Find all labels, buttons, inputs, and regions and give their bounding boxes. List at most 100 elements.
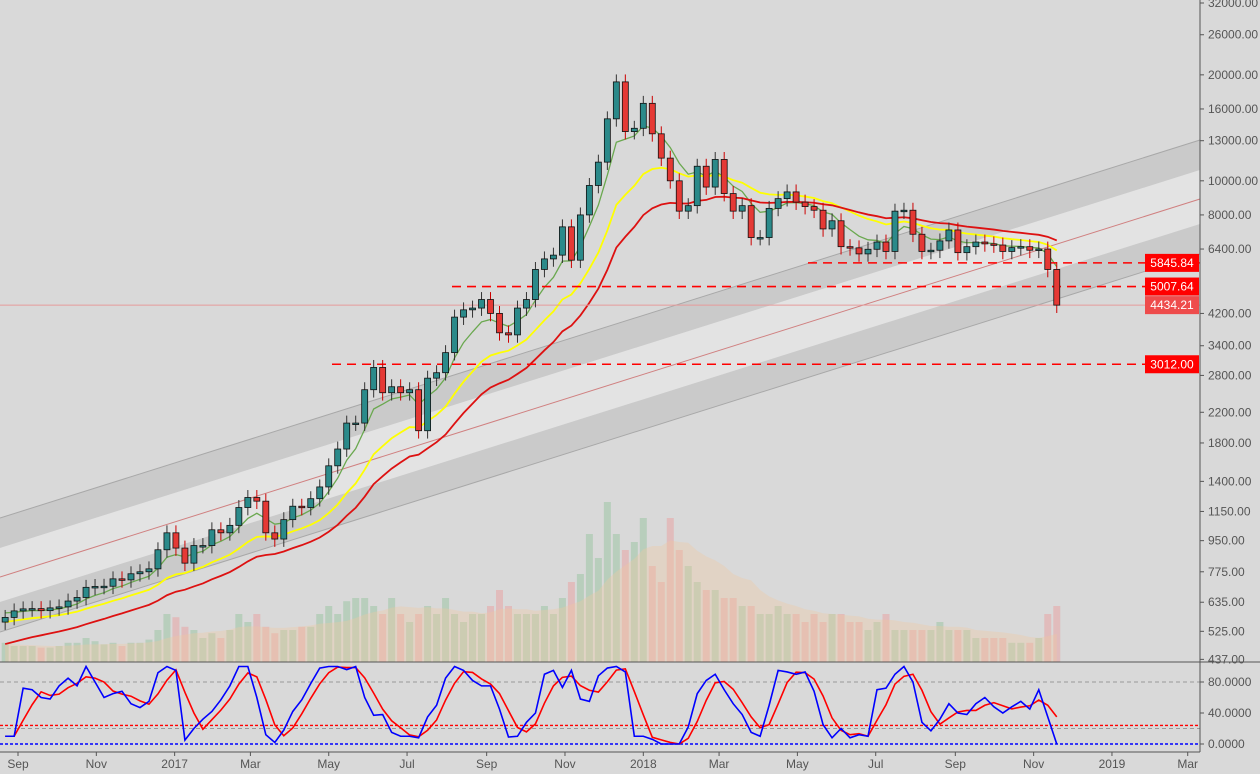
candle — [181, 547, 189, 564]
candle — [307, 498, 315, 508]
candle — [550, 254, 557, 260]
volume-bar — [82, 638, 90, 662]
price-tick-label: 20000.00 — [1208, 68, 1258, 82]
volume-bar — [307, 626, 315, 662]
candle — [621, 81, 629, 132]
volume-bar — [801, 622, 809, 662]
volume-bar — [738, 606, 746, 662]
candle — [541, 258, 548, 270]
candle — [406, 389, 414, 394]
volume-bar — [963, 630, 971, 662]
volume-bar — [540, 606, 548, 662]
candle — [747, 205, 755, 238]
candle — [289, 505, 297, 521]
stoch-k-line — [5, 664, 1058, 745]
candle — [963, 246, 971, 254]
candle — [1017, 246, 1025, 249]
candle — [199, 545, 207, 548]
candle — [999, 244, 1007, 252]
volume-bar — [496, 590, 503, 662]
volume-bar — [819, 622, 827, 662]
osc-tick-label: 40.0000 — [1208, 706, 1252, 720]
candle — [37, 608, 45, 612]
volume-bar — [891, 630, 899, 662]
candle — [918, 233, 926, 252]
candle — [298, 505, 306, 509]
volume-bar — [837, 614, 845, 662]
time-axis[interactable]: Sep Nov 2017 Mar May Jul Sep Nov 2018 Mar May Jul Se… — [0, 751, 1200, 771]
volume-bar — [469, 614, 477, 662]
price-tag — [1145, 296, 1199, 315]
candle — [603, 118, 611, 163]
price-tick-label: 13000.00 — [1208, 134, 1258, 148]
price-tick-label: 16000.00 — [1208, 102, 1258, 116]
candle — [792, 191, 800, 203]
candle — [478, 299, 485, 309]
volume-bar — [792, 614, 800, 662]
price-tick-label: 2200.00 — [1208, 405, 1252, 419]
candle — [693, 165, 701, 207]
volume-bar — [873, 622, 881, 662]
price-tag — [1145, 277, 1199, 296]
volume-bar — [10, 646, 18, 662]
volume-bar — [181, 626, 189, 662]
candle — [532, 269, 539, 300]
candle — [1, 617, 9, 623]
time-tick-label: Nov — [1023, 757, 1044, 771]
volume-bar — [657, 582, 665, 662]
candle — [217, 529, 225, 534]
price-tag-label: 5845.84 — [1150, 256, 1194, 270]
candle — [370, 367, 378, 391]
candle — [594, 161, 602, 186]
volume-bar — [460, 622, 468, 662]
volume-bar — [442, 598, 450, 662]
volume-bar — [478, 614, 486, 662]
candle — [945, 229, 953, 242]
volume-bar — [487, 606, 495, 662]
candle — [559, 226, 566, 256]
volume-bar — [810, 614, 818, 662]
price-tag — [1145, 355, 1199, 374]
volume-bar — [1, 642, 9, 662]
candle — [28, 608, 36, 611]
candle — [612, 81, 620, 120]
volume-bar — [846, 622, 854, 662]
candle — [397, 386, 405, 394]
volume-bar — [621, 550, 629, 662]
volume-bar — [945, 630, 953, 662]
price-tick-label: 3400.00 — [1208, 339, 1252, 353]
candle — [639, 102, 647, 129]
volume-bar — [226, 630, 234, 662]
candle — [280, 519, 288, 540]
candle — [10, 610, 18, 618]
candle — [1053, 269, 1061, 306]
volume-bar — [424, 606, 432, 662]
volume-bar — [334, 614, 342, 662]
candle — [882, 241, 890, 252]
volume-bar — [666, 518, 674, 662]
candle — [828, 220, 836, 230]
candle — [711, 159, 719, 188]
candle — [73, 597, 81, 602]
volume-bar — [981, 638, 989, 662]
volume-bar — [747, 606, 755, 662]
stoch-d-line — [5, 666, 1058, 745]
candle — [855, 247, 863, 255]
stoch-rsi-pane — [0, 661, 1260, 745]
volume-bar — [576, 574, 584, 662]
ma-yellow-line — [5, 166, 1058, 623]
volume-bar — [451, 614, 459, 662]
volume-bar — [55, 646, 63, 662]
price-tick-label: 950.00 — [1208, 534, 1245, 548]
price-tick-label: 32000.00 — [1208, 0, 1258, 10]
time-tick-label: Jul — [868, 757, 883, 771]
candle — [900, 209, 908, 213]
time-tick-label: Mar — [709, 757, 730, 771]
price-tick-label: 10000.00 — [1208, 174, 1258, 188]
horizontal-levels[interactable] — [0, 262, 1200, 366]
candle — [136, 571, 144, 575]
price-axis[interactable]: 32000.00 26000.00 20000.00 16000.00 13000.00… — [1199, 0, 1258, 752]
candle — [1035, 248, 1043, 251]
volume-bar — [684, 566, 692, 662]
